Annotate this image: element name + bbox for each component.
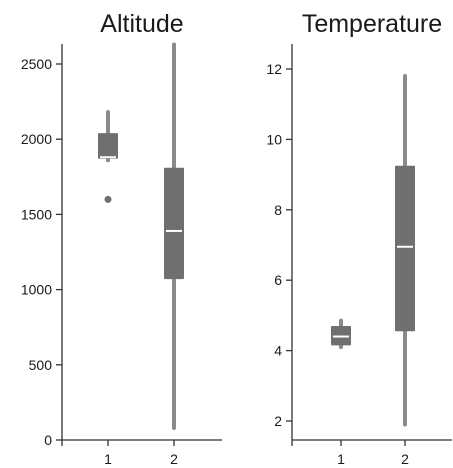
altitude-x-tick-label: 1: [104, 451, 112, 467]
temperature-x-tick-label: 1: [337, 451, 345, 467]
altitude-title: Altitude: [100, 10, 183, 38]
altitude-y-tick-label: 1500: [21, 206, 52, 222]
altitude-y-tick-label: 0: [44, 432, 52, 448]
altitude-box-1: [98, 133, 118, 159]
altitude-y-tick-label: 1000: [21, 282, 52, 298]
temperature-y-tick-label: 2: [274, 413, 282, 429]
temperature-title: Temperature: [302, 10, 442, 38]
temperature-x-tick-label: 2: [401, 451, 409, 467]
altitude-y-tick-label: 2500: [21, 56, 52, 72]
altitude-x-tick-label: 2: [170, 451, 178, 467]
temperature-y-tick-label: 12: [266, 61, 282, 77]
altitude-chart: Altitude 0 500 1000 1500 2000 2500 1 2: [21, 10, 222, 467]
temperature-box-2: [395, 165, 415, 332]
altitude-outlier-1: [104, 195, 112, 203]
altitude-y-tick-label: 2000: [21, 131, 52, 147]
temperature-y-tick-label: 10: [266, 131, 282, 147]
altitude-box-2: [164, 167, 184, 280]
temperature-y-tick-label: 4: [274, 343, 282, 359]
temperature-y-tick-label: 8: [274, 202, 282, 218]
temperature-y-tick-label: 6: [274, 272, 282, 288]
altitude-y-tick-label: 500: [29, 357, 53, 373]
